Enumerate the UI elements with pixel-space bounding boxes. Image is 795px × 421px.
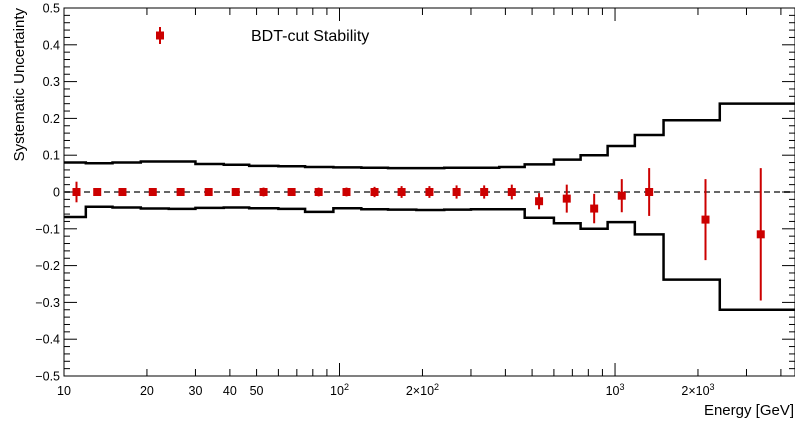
y-tick-label: 0.3 (43, 75, 60, 89)
y-tick-label: −0.1 (35, 222, 60, 236)
data-point (287, 188, 296, 196)
x-tick-label: 30 (189, 384, 203, 398)
x-tick-label: 2×102 (406, 382, 439, 398)
y-axis: 0.5 0.4 0.3 0.2 0.1 0 −0.1 −0.2 −0.3 −0.4 −0.5 (35, 2, 795, 384)
data-point (93, 188, 102, 196)
y-tick-label: 0.5 (43, 2, 60, 16)
data-series (72, 168, 765, 301)
data-point (397, 188, 406, 196)
data-point (756, 230, 765, 239)
data-point (425, 188, 434, 196)
legend-label: BDT-cut Stability (251, 28, 369, 45)
band-upper-line (64, 102, 795, 170)
data-point (535, 197, 544, 206)
uncertainty-band (64, 102, 795, 312)
x-tick-label: 102 (330, 382, 349, 398)
data-point (204, 188, 213, 196)
data-point (590, 204, 599, 213)
y-tick-label: 0.2 (43, 112, 60, 126)
data-point (507, 188, 516, 196)
data-point (314, 188, 323, 196)
x-tick-label: 103 (606, 382, 625, 398)
x-tick-label: 10 (57, 384, 71, 398)
data-point (645, 188, 654, 196)
x-tick-label: 40 (223, 384, 237, 398)
data-point (259, 188, 268, 196)
band-lower-line (64, 205, 795, 312)
data-point (72, 188, 81, 196)
data-point (617, 191, 626, 200)
y-tick-label: 0 (53, 186, 60, 200)
x-tick-label: 50 (250, 384, 264, 398)
data-point (148, 188, 157, 196)
data-point (562, 194, 571, 203)
legend-marker (156, 31, 164, 40)
data-point (342, 188, 351, 196)
data-point (452, 188, 461, 196)
y-tick-label: 0.4 (43, 38, 60, 52)
y-tick-label: −0.4 (35, 333, 60, 347)
data-point (118, 188, 127, 196)
data-point (370, 188, 379, 196)
x-axis-title: Energy [GeV] (704, 402, 794, 419)
x-tick-label: 2×103 (681, 382, 714, 398)
y-tick-label: −0.3 (35, 296, 60, 310)
data-point (701, 215, 710, 224)
legend: BDT-cut Stability (156, 27, 369, 45)
y-axis-title: Systematic Uncertainty (11, 8, 28, 162)
data-point (231, 188, 240, 196)
data-point (176, 188, 185, 196)
x-axis: 10 20 30 40 50 102 2×102 103 2×103 (57, 8, 782, 398)
x-tick-label: 20 (140, 384, 154, 398)
y-tick-label: 0.1 (43, 149, 60, 163)
y-tick-label: −0.2 (35, 259, 60, 273)
data-point (480, 188, 489, 196)
y-tick-label: −0.5 (35, 370, 60, 384)
